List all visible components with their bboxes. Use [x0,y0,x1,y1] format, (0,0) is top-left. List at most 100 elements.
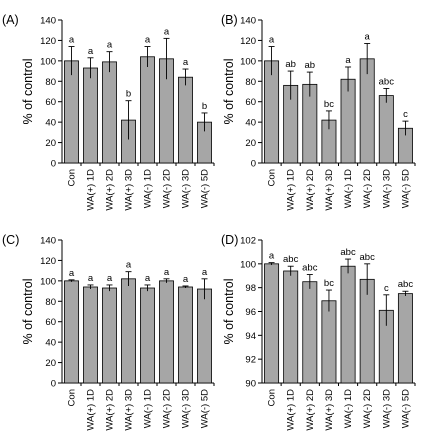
y-tick-label: 60 [45,97,56,108]
significance-label: a [365,31,371,42]
panel-label: (A) [2,13,19,27]
significance-label: a [69,35,75,46]
category-label: WA(-) 5D [400,169,411,208]
significance-label: a [145,273,151,284]
bar [302,281,318,384]
y-tick-label: 98 [245,283,256,294]
significance-label: a [107,40,113,51]
bar [359,278,375,384]
y-tick-label: 80 [45,77,56,88]
significance-label: a [183,57,189,68]
category-label: WA(-) 2D [162,169,173,208]
category-label: WA(+) 3D [124,389,135,431]
y-tick-label: 0 [51,159,56,170]
panel-label: (D) [221,233,238,247]
category-label: WA(+) 2D [105,389,116,431]
bar [140,287,155,384]
category-label: WA(-) 5D [200,389,211,428]
y-tick-label: 20 [245,138,256,149]
y-tick-label: 92 [245,355,256,366]
bar [321,300,337,384]
panel-d: (D) % of control 90 92 94 96 98 100 102 a Con abc… [221,233,416,431]
y-tick-label: 100 [240,259,256,270]
bar [359,58,375,164]
significance-label: abc [379,76,395,87]
significance-label: abc [340,247,356,258]
category-label: WA(+) 1D [286,389,297,431]
category-label: WA(+) 1D [86,389,97,431]
y-axis-title: % of control [21,58,35,124]
category-label: WA(+) 3D [324,169,335,211]
y-tick-label: 140 [240,16,256,27]
category-label: WA(-) 3D [381,389,392,428]
category-label: WA(+) 1D [86,169,97,211]
y-tick-label: 100 [40,276,56,287]
y-axis-title: % of control [222,58,236,124]
y-tick-label: 100 [240,56,256,67]
category-label: WA(+) 1D [286,169,297,211]
significance-label: ab [305,60,316,71]
bar [264,263,280,384]
category-label: WA(-) 2D [362,169,373,208]
category-label: WA(-) 1D [143,389,154,428]
bar [340,78,356,164]
significance-label: a [88,46,94,57]
category-label: WA(+) 2D [305,169,316,211]
y-tick-label: 40 [245,118,256,129]
significance-label: abc [302,263,318,274]
y-tick-label: 120 [240,36,256,47]
significance-label: a [88,273,94,284]
y-tick-label: 20 [45,138,56,149]
bar [121,278,136,384]
bar [83,67,98,164]
y-tick-label: 40 [45,118,56,129]
category-label: WA(-) 2D [162,389,173,428]
significance-label: abc [283,254,299,265]
y-tick-label: 80 [45,297,56,308]
y-tick-label: 140 [40,16,56,27]
category-label: WA(-) 1D [343,169,354,208]
y-tick-label: 20 [45,358,56,369]
category-label: WA(+) 2D [305,389,316,431]
panel-b: (B) % of control 0 20 40 60 80 100 120 140 a Con a… [221,13,416,211]
significance-label: a [164,26,170,37]
bar [64,280,79,384]
significance-label: b [202,101,207,112]
significance-label: a [107,273,113,284]
category-label: WA(-) 3D [181,389,192,428]
significance-label: abc [360,252,376,263]
significance-label: ab [285,59,296,70]
y-tick-label: 60 [245,97,256,108]
significance-label: a [269,251,275,262]
y-axis-title: % of control [222,278,236,344]
significance-label: a [126,260,132,271]
category-label: WA(-) 5D [200,169,211,208]
y-tick-label: 102 [240,236,256,247]
y-tick-label: 60 [45,317,56,328]
category-label: Con [267,169,278,186]
bar [340,265,356,384]
category-label: WA(-) 2D [362,389,373,428]
bar [64,60,79,164]
panel-a: (A) % of control 0 20 40 60 80 100 120 140 a Con a… [2,13,215,211]
bar [140,56,155,164]
y-tick-label: 120 [40,36,56,47]
category-label: WA(-) 3D [181,169,192,208]
bar [159,280,174,384]
bar [197,288,212,384]
category-label: WA(+) 2D [105,169,116,211]
significance-label: abc [398,279,414,290]
category-label: Con [67,389,78,406]
bar [264,60,280,164]
y-tick-label: 120 [40,256,56,267]
category-label: WA(-) 5D [400,389,411,428]
significance-label: a [202,267,208,278]
bar [283,270,299,384]
bar [102,287,117,384]
significance-label: bc [324,278,334,289]
significance-label: a [183,274,189,285]
significance-label: a [69,268,75,279]
bar [102,61,117,164]
category-label: WA(-) 1D [143,169,154,208]
